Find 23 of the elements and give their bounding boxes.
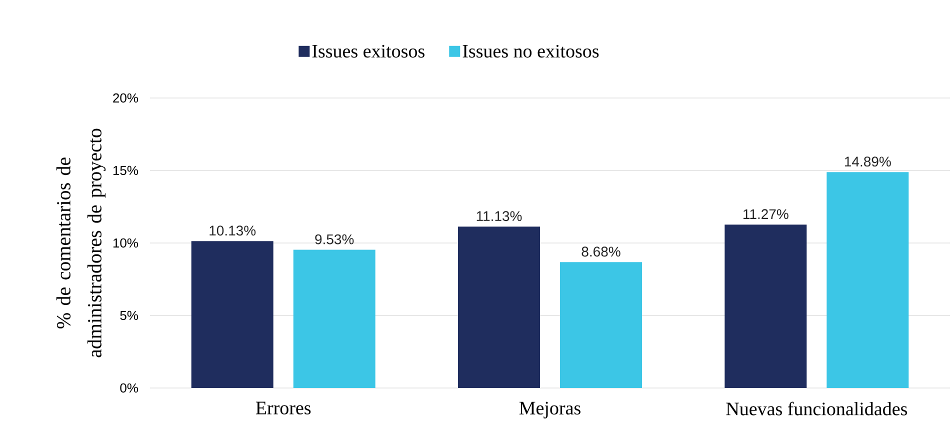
legend-label: Issues no exitosos <box>462 44 599 58</box>
y-axis-title: % de comentarios de administradores de proyecto <box>56 128 106 358</box>
bar <box>724 224 807 388</box>
data-label: 8.68% <box>582 246 620 257</box>
data-label: 14.89% <box>844 156 891 167</box>
bar <box>293 250 376 388</box>
data-label: 10.13% <box>210 226 256 236</box>
y-tick-label: 20% <box>113 93 138 103</box>
legend-label: Issues exitosos <box>312 44 424 58</box>
bar <box>191 241 274 388</box>
bar <box>826 172 909 388</box>
data-label: 11.13% <box>476 211 522 222</box>
x-tick-label: Errores <box>256 402 311 414</box>
data-label: 11.27% <box>744 209 788 220</box>
x-tick-label: Nuevas funcionalidades <box>726 402 908 416</box>
y-tick-label: 15% <box>113 166 138 176</box>
data-label: 9.53% <box>315 234 354 244</box>
bar <box>560 262 642 388</box>
x-tick-label: Mejoras <box>519 402 580 418</box>
y-tick-label: 5% <box>120 310 138 320</box>
y-tick-label: 0% <box>120 383 138 393</box>
y-tick-label: 10% <box>113 238 138 248</box>
bar <box>458 226 540 388</box>
